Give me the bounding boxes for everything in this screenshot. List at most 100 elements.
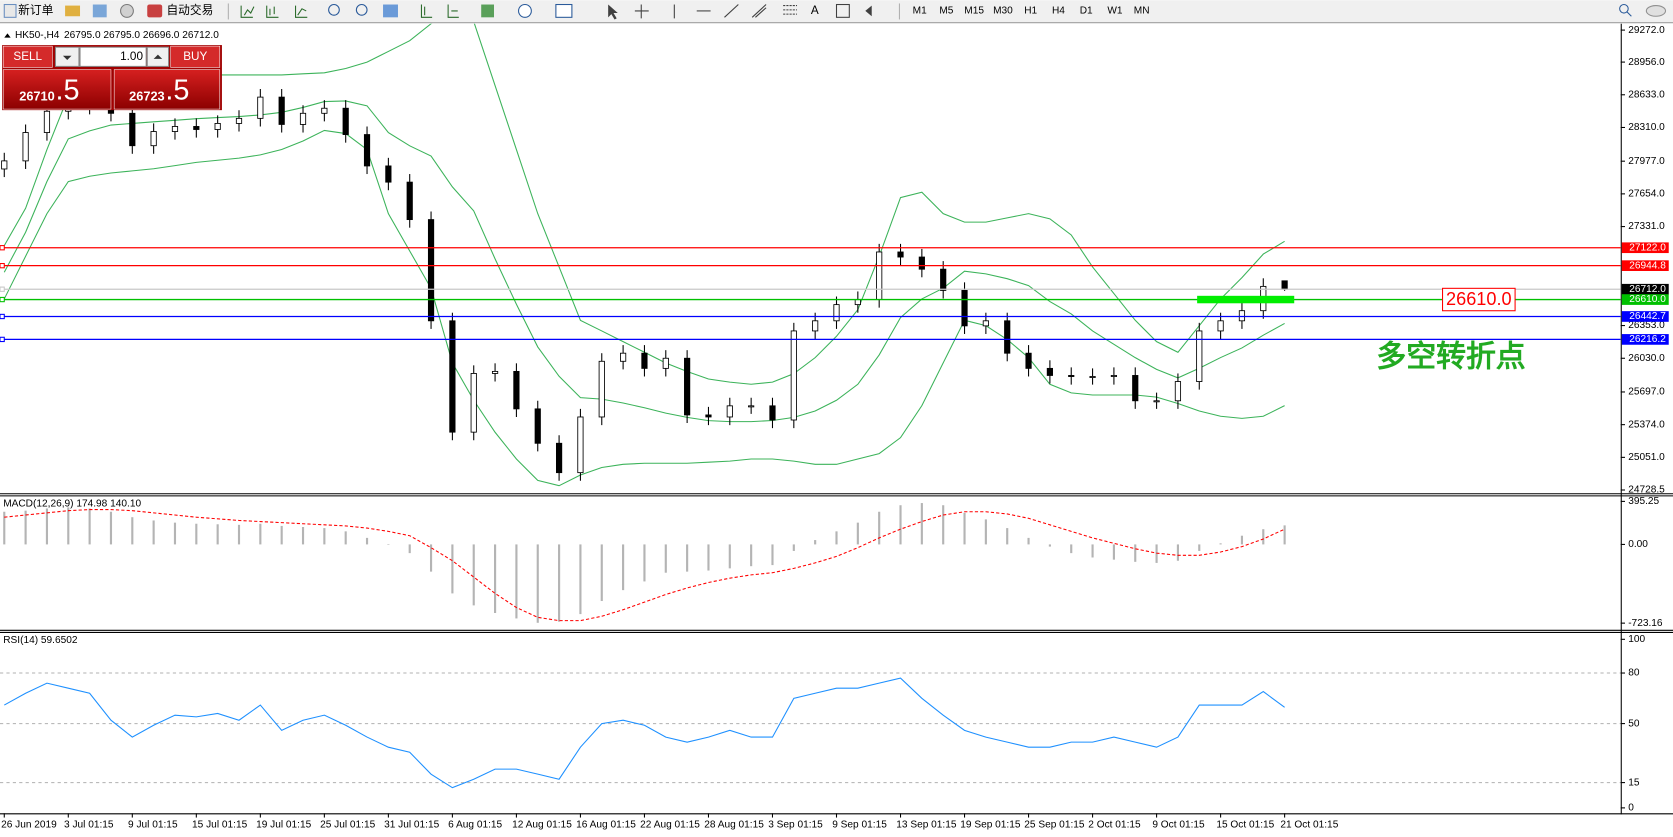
fibo-tool[interactable] <box>783 5 798 15</box>
icon[interactable] <box>65 5 81 17</box>
macd-bar <box>1155 544 1158 563</box>
ask-box[interactable] <box>113 69 221 110</box>
new-order-icon[interactable] <box>3 3 17 18</box>
icon[interactable] <box>518 3 532 18</box>
axes: 29272.0 28956.0 28633.0 28310.0 27977.0 27654… <box>0 25 1669 831</box>
price-level-tag <box>1621 260 1669 271</box>
zoom-in[interactable] <box>328 3 340 16</box>
lot-value[interactable]: 1.00 <box>120 50 143 63</box>
timeframe-button[interactable]: M15 <box>964 6 984 17</box>
y-tick-label: 100 <box>1628 634 1645 645</box>
x-tick-label: 12 Aug 01:15 <box>512 820 572 831</box>
rsi-line <box>4 677 1285 789</box>
collapse-arrow[interactable] <box>4 33 11 38</box>
annotation-price: 26610.0 <box>1446 289 1512 309</box>
cloud-icon[interactable] <box>1645 5 1667 17</box>
macd-bar <box>1134 544 1137 562</box>
x-tick-label: 21 Oct 01:15 <box>1280 820 1338 831</box>
icon[interactable] <box>447 4 459 18</box>
candle-body <box>299 112 307 125</box>
macd-bar <box>451 544 454 594</box>
macd-bar <box>1070 544 1073 554</box>
ask-price[interactable]: 26723 <box>129 89 165 104</box>
x-tick-label: 15 Jul 01:15 <box>192 820 248 831</box>
candle-body <box>491 370 499 374</box>
price-level-tag <box>1621 334 1669 345</box>
macd-bar <box>643 544 646 582</box>
text-tool[interactable]: A <box>811 4 819 17</box>
candle-body <box>598 360 605 418</box>
candle-body <box>321 107 328 114</box>
buy-button[interactable] <box>170 45 221 68</box>
candle-body <box>1004 320 1011 354</box>
auto-trade-icon[interactable] <box>147 4 163 18</box>
y-tick-label: 15 <box>1628 777 1640 788</box>
crosshair-tool[interactable] <box>634 4 649 19</box>
lot-down-arrow[interactable] <box>62 55 72 60</box>
macd-bar <box>131 517 134 545</box>
timeframe-button[interactable]: M30 <box>993 6 1013 17</box>
lot-up-arrow[interactable] <box>153 54 163 59</box>
buy-label[interactable]: BUY <box>183 50 207 63</box>
macd-bar <box>237 524 241 545</box>
candle-body <box>1068 375 1075 377</box>
channel-tool[interactable] <box>751 4 767 18</box>
timeframe-button[interactable]: H4 <box>1052 6 1065 17</box>
timeframe-button[interactable]: MN <box>1134 6 1150 17</box>
rsi-pane <box>0 672 1621 789</box>
macd-bar <box>622 544 625 591</box>
cursor-tool[interactable] <box>608 4 618 20</box>
y-tick-label: 27977.0 <box>1628 156 1665 167</box>
new-order-button[interactable]: 新订单 <box>18 3 53 17</box>
trendline-tool[interactable] <box>724 4 739 18</box>
macd-bar <box>429 544 433 572</box>
price-level-label: 26610.0 <box>1629 294 1666 305</box>
sell-label[interactable]: SELL <box>13 50 42 63</box>
bid-box[interactable] <box>2 69 112 110</box>
timeframe-button[interactable]: M5 <box>939 6 953 17</box>
price-level-handle <box>0 286 5 292</box>
timeframe-button[interactable]: H1 <box>1024 6 1037 17</box>
zoom-out[interactable] <box>355 3 368 16</box>
label-tool[interactable] <box>835 3 850 18</box>
candle-body <box>982 320 989 327</box>
icon[interactable] <box>120 3 134 18</box>
bid-price-tail[interactable]: .5 <box>55 75 79 107</box>
lot-input[interactable] <box>79 46 147 67</box>
sell-button[interactable] <box>2 45 53 68</box>
macd-bar <box>515 544 518 619</box>
ask-price-tail[interactable]: .5 <box>165 75 189 107</box>
price-level-tag <box>1621 283 1669 295</box>
bid-price[interactable]: 26710 <box>19 89 55 104</box>
icon[interactable] <box>555 3 573 18</box>
icon[interactable] <box>295 5 308 18</box>
timeframe-button[interactable]: D1 <box>1080 6 1093 17</box>
arrow-tool[interactable] <box>865 5 872 17</box>
icon[interactable] <box>481 4 495 18</box>
candle-body <box>577 416 584 474</box>
auto-trade-button[interactable]: 自动交易 <box>166 3 213 17</box>
icon[interactable] <box>420 4 433 18</box>
candle-body <box>769 405 776 421</box>
macd-bar <box>472 544 475 606</box>
candle-body <box>1281 280 1288 290</box>
icon[interactable] <box>92 4 107 18</box>
search-icon[interactable] <box>1626 11 1632 17</box>
macd-bar <box>579 544 582 615</box>
x-tick-label: 25 Jul 01:15 <box>320 820 376 831</box>
icon[interactable] <box>240 5 255 18</box>
x-tick-label: 19 Jul 01:15 <box>256 820 312 831</box>
search-icon[interactable] <box>1619 3 1629 14</box>
y-tick-label: 26030.0 <box>1628 353 1665 364</box>
icon[interactable] <box>266 5 279 18</box>
macd-bar <box>301 526 305 545</box>
timeframe-button[interactable]: W1 <box>1107 6 1123 17</box>
macd-bar <box>920 503 923 545</box>
candle-body <box>193 126 200 130</box>
timeframe-button[interactable]: M1 <box>913 6 927 17</box>
y-tick-label: 24728.5 <box>1628 485 1665 496</box>
icon[interactable] <box>383 4 398 18</box>
